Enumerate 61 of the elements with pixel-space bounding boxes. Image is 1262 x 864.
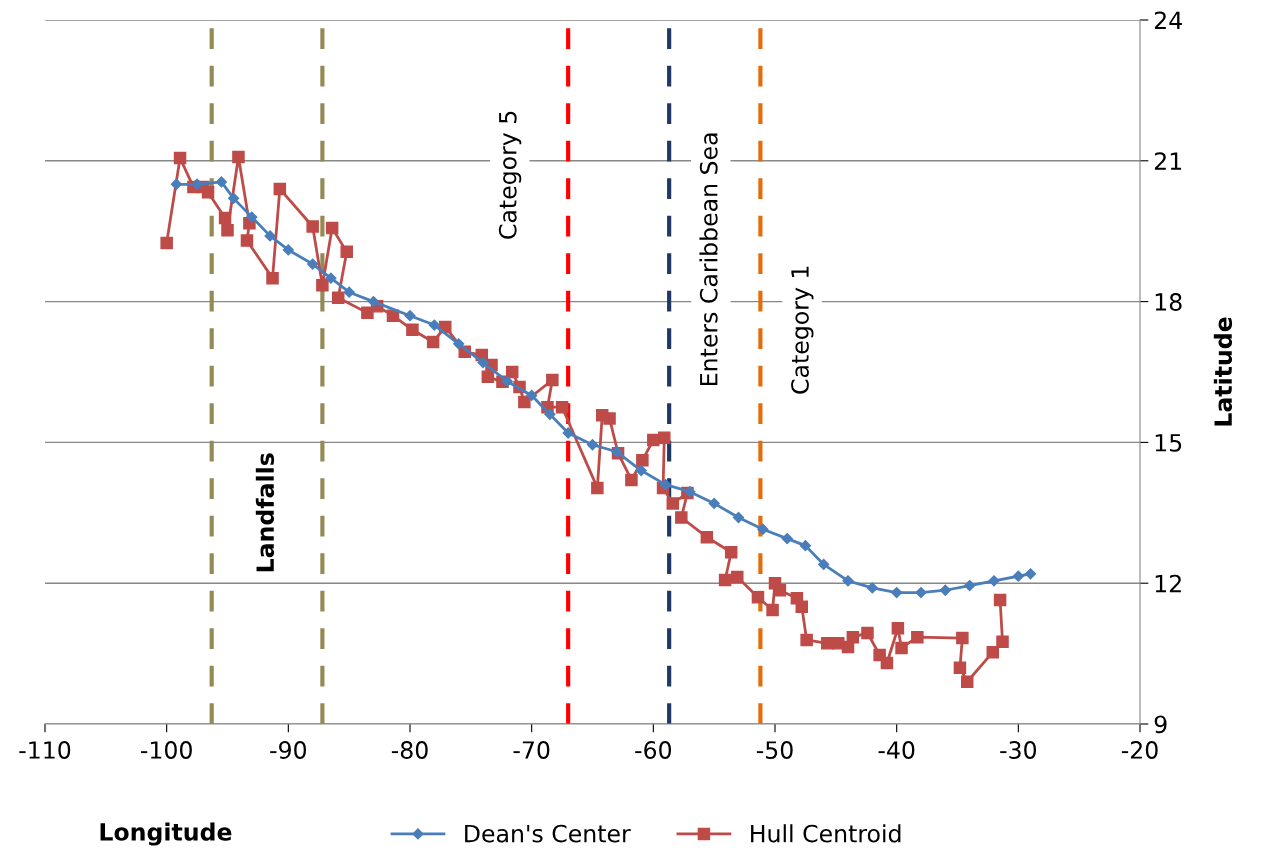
x-tick-label: -60: [635, 741, 672, 759]
point: [757, 523, 769, 535]
y-tick-label: 9: [1154, 715, 1167, 734]
legend-label: Dean's Center: [465, 824, 631, 843]
point: [453, 338, 465, 350]
point: [799, 540, 812, 552]
x-tick-label: -20: [1121, 741, 1158, 759]
point: [428, 319, 440, 331]
point: [282, 244, 294, 256]
point: [915, 586, 927, 599]
point: [343, 286, 355, 298]
y-tick-label: 18: [1155, 293, 1182, 311]
y-axis-title: Latitude: [1213, 317, 1233, 426]
point: [866, 582, 878, 594]
x-tick-label: -100: [141, 741, 192, 759]
point: [586, 439, 599, 451]
x-axis-title: Longitude: [100, 822, 232, 846]
point: [988, 575, 1000, 587]
point: [501, 375, 513, 387]
legend-label: Hull Centroid: [751, 824, 901, 843]
point: [325, 272, 337, 284]
point: [781, 533, 793, 545]
point: [1024, 568, 1037, 580]
point: [246, 211, 258, 223]
point: [191, 178, 203, 190]
x-tick-label: -30: [1000, 741, 1037, 759]
point: [215, 176, 228, 188]
ref-line-label: Category 1: [791, 266, 814, 394]
x-tick-label: -50: [756, 741, 793, 759]
x-tick-label: -80: [391, 741, 428, 759]
point: [367, 295, 380, 308]
point: [635, 464, 647, 477]
point: [891, 586, 903, 599]
x-tick-label: -40: [878, 741, 915, 759]
x-tick-label: -70: [513, 741, 550, 759]
point: [307, 258, 319, 270]
point: [227, 192, 240, 204]
ref-line-label: Landfalls: [255, 453, 275, 572]
point: [544, 408, 556, 420]
point: [1012, 570, 1024, 582]
ref-line-label: Category 5: [498, 111, 522, 239]
x-tick-label: -90: [270, 741, 307, 759]
x-tick-label: -110: [19, 741, 71, 759]
point: [659, 479, 672, 491]
point: [708, 497, 720, 510]
point: [170, 178, 183, 190]
point: [732, 511, 745, 524]
point: [562, 427, 574, 439]
point: [842, 575, 854, 587]
ref-line-label: Enters Caribbean Sea: [699, 133, 718, 385]
y-tick-label: 15: [1155, 434, 1182, 452]
y-tick-label: 12: [1155, 574, 1181, 593]
y-tick-label: 21: [1154, 152, 1182, 170]
point: [939, 584, 951, 596]
point: [477, 357, 489, 369]
point: [818, 558, 830, 571]
point: [404, 310, 416, 322]
point: [964, 579, 976, 592]
point: [526, 389, 538, 402]
y-tick-label: 24: [1154, 11, 1182, 29]
point: [264, 230, 276, 242]
